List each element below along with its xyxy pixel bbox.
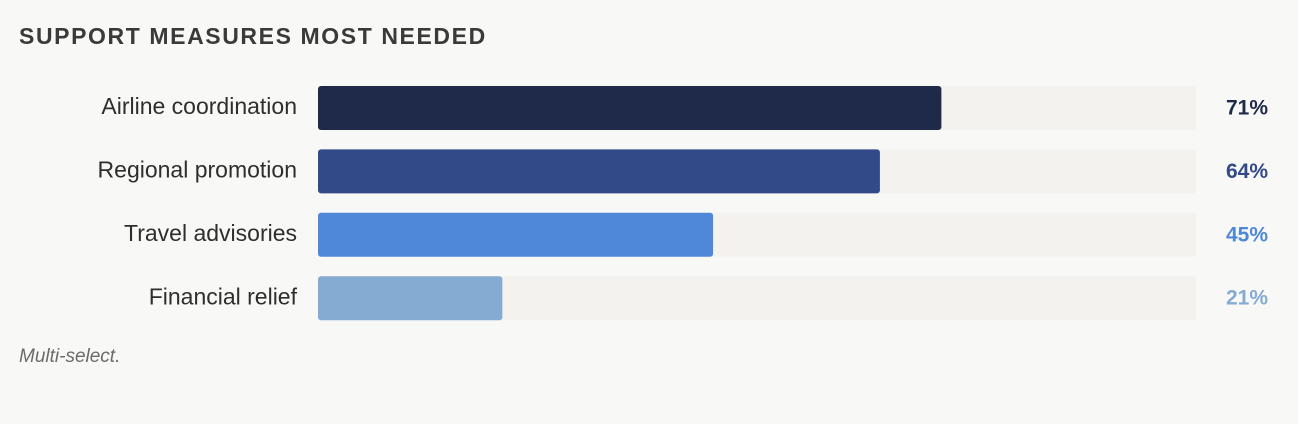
value-label: 64%	[1226, 160, 1268, 183]
bar	[318, 276, 503, 321]
value-label: 71%	[1226, 97, 1268, 120]
note: Multi-select.	[19, 346, 120, 367]
value-label: 45%	[1226, 223, 1268, 246]
category-label: Airline coordination	[101, 93, 297, 119]
category-label: Financial relief	[149, 283, 298, 309]
category-label: Regional promotion	[98, 156, 297, 182]
bar	[318, 212, 714, 257]
value-label: 21%	[1226, 287, 1268, 310]
bar	[318, 86, 942, 130]
category-label: Travel advisories	[124, 220, 297, 246]
bar-track	[318, 276, 1196, 321]
bar	[318, 149, 880, 194]
chart-title: SUPPORT MEASURES MOST NEEDED	[19, 23, 487, 49]
